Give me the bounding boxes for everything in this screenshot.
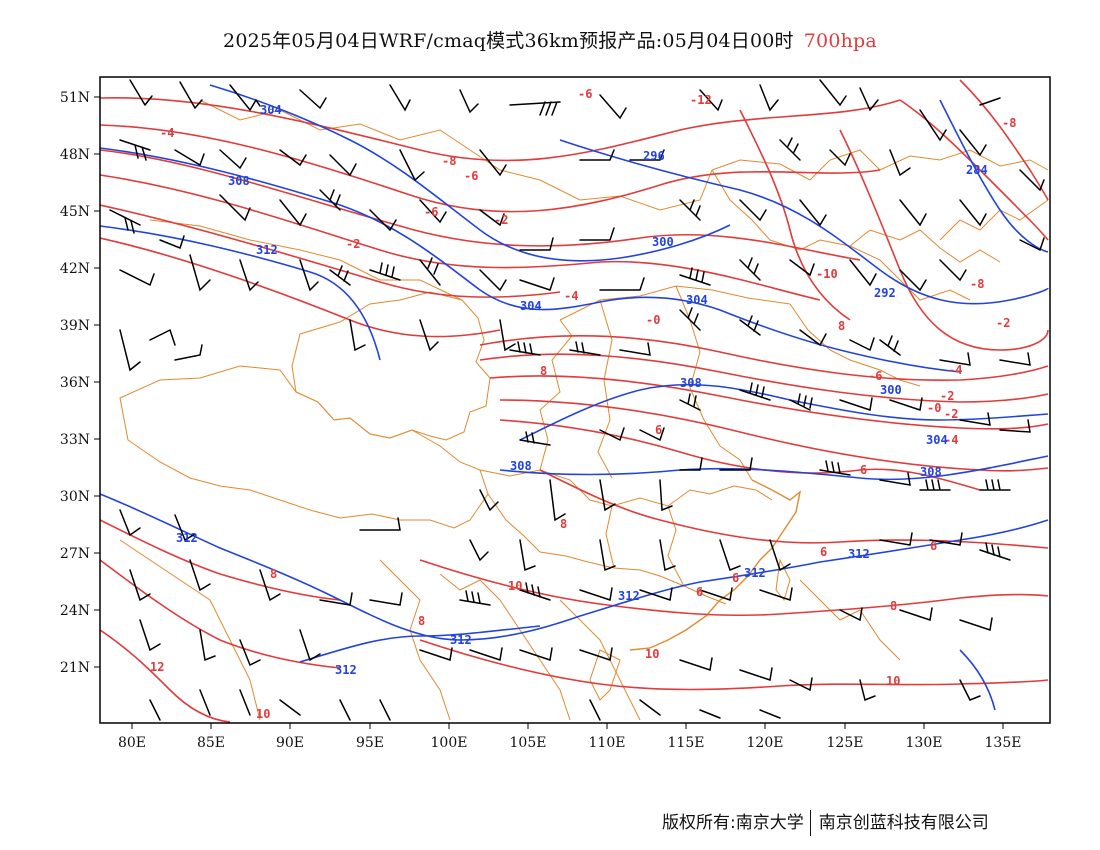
lon-label: 110E xyxy=(589,735,626,751)
temp-label: 10 xyxy=(256,707,270,721)
lon-label: 85E xyxy=(197,735,225,751)
temp-label: 6 xyxy=(732,571,739,585)
temp-label: -6 xyxy=(464,169,478,183)
temp-label: 8 xyxy=(890,599,897,613)
height-label: 300 xyxy=(880,383,902,397)
temp-label: -8 xyxy=(970,277,984,291)
temp-label: 6 xyxy=(930,539,937,553)
temp-label: 6 xyxy=(655,423,662,437)
temp-label: -8 xyxy=(442,154,456,168)
lon-label: 105E xyxy=(510,735,547,751)
height-label: 312 xyxy=(744,566,766,580)
temp-label: -0 xyxy=(646,313,660,327)
copyright-company: 南京创蓝科技有限公司 xyxy=(818,813,989,833)
height-label: 284 xyxy=(966,163,988,177)
longitude-axis xyxy=(131,723,1004,729)
map-title: 2025年05月04日WRF/cmaq模式36km预报产品:05月04日00时 7… xyxy=(0,26,1100,53)
temp-label: 8 xyxy=(418,614,425,628)
height-label: 312 xyxy=(848,547,870,561)
lon-label: 80E xyxy=(118,735,146,751)
temp-label: 8 xyxy=(838,319,845,333)
temp-label: -2 xyxy=(996,316,1010,330)
geopotential-labels: 304 308 312 296 300 304 284 292 304 308 … xyxy=(176,103,988,677)
lat-label: 51N xyxy=(60,90,90,106)
temp-label: 10 xyxy=(886,674,900,688)
latitude-labels: 51N 48N 45N 42N 39N 36N 33N 30N 27N 24N … xyxy=(60,90,90,676)
height-label: 308 xyxy=(680,376,702,390)
lat-label: 42N xyxy=(60,261,90,277)
height-label: 308 xyxy=(228,174,250,188)
temp-label: -8 xyxy=(1002,116,1016,130)
temperature-labels: -4 -8 -6 -6 -12 -8 -6 -2 -2 -10 -8 -2 -4… xyxy=(150,87,1016,721)
lat-label: 27N xyxy=(60,546,90,562)
lon-label: 120E xyxy=(747,735,784,751)
temp-label: -4 xyxy=(944,433,958,447)
latitude-axis xyxy=(94,96,100,668)
longitude-labels: 80E 85E 90E 95E 100E 105E 110E 115E 120E… xyxy=(118,735,1022,751)
lat-label: 45N xyxy=(60,204,90,220)
temp-label: -0 xyxy=(927,401,941,415)
height-label: 312 xyxy=(618,589,640,603)
height-label: 304 xyxy=(260,103,282,117)
lon-label: 95E xyxy=(356,735,384,751)
height-label: 300 xyxy=(652,235,674,249)
lon-label: 90E xyxy=(276,735,304,751)
temp-label: 6 xyxy=(820,545,827,559)
height-label: 292 xyxy=(874,286,896,300)
lat-label: 30N xyxy=(60,489,90,505)
temp-label: -6 xyxy=(578,87,592,101)
temp-label: -2 xyxy=(944,407,958,421)
height-label: 304 xyxy=(520,299,542,313)
temp-label: -4 xyxy=(564,289,578,303)
footer-divider xyxy=(809,810,811,836)
temp-label: 8 xyxy=(270,567,277,581)
temp-label: -12 xyxy=(690,93,712,107)
temp-label: -6 xyxy=(868,369,882,383)
temp-label: -2 xyxy=(494,213,508,227)
temp-label: 12 xyxy=(150,660,164,674)
map-frame xyxy=(99,76,1051,724)
height-label: 308 xyxy=(510,459,532,473)
lon-label: 130E xyxy=(906,735,943,751)
temp-label: 8 xyxy=(560,517,567,531)
lat-label: 24N xyxy=(60,603,90,619)
temp-label: 10 xyxy=(508,579,522,593)
height-label: 312 xyxy=(176,531,198,545)
height-label: 312 xyxy=(450,633,472,647)
temp-label: -10 xyxy=(816,267,838,281)
coastline xyxy=(629,479,802,651)
lon-label: 100E xyxy=(431,735,468,751)
temp-label: -6 xyxy=(424,205,438,219)
copyright-owner: 版权所有:南京大学 xyxy=(662,813,804,833)
geopotential-contours xyxy=(100,84,1049,711)
lat-label: 21N xyxy=(60,660,90,676)
lat-label: 48N xyxy=(60,147,90,163)
lat-label: 33N xyxy=(60,432,90,448)
height-label: 304 xyxy=(686,293,708,307)
height-label: 296 xyxy=(643,149,665,163)
lat-label: 39N xyxy=(60,318,90,334)
height-label: 308 xyxy=(920,465,942,479)
wind-barbs xyxy=(109,79,1045,721)
lon-label: 135E xyxy=(985,735,1022,751)
height-label: 312 xyxy=(256,243,278,257)
lon-label: 125E xyxy=(827,735,864,751)
temp-label: 6 xyxy=(696,585,703,599)
title-level: 700hpa xyxy=(803,30,877,52)
height-label: 304 xyxy=(926,433,948,447)
temp-label: 10 xyxy=(645,647,659,661)
temp-label: 6 xyxy=(860,463,867,477)
copyright-footer: 版权所有:南京大学 南京创蓝科技有限公司 xyxy=(662,808,989,836)
temp-label: 8 xyxy=(540,364,547,378)
temp-label: -2 xyxy=(346,237,360,251)
lon-label: 115E xyxy=(668,735,705,751)
lat-label: 36N xyxy=(60,375,90,391)
height-label: 312 xyxy=(335,663,357,677)
temp-label: -4 xyxy=(160,126,174,140)
temp-label: -4 xyxy=(948,363,962,377)
temp-label: -2 xyxy=(940,389,954,403)
title-main: 2025年05月04日WRF/cmaq模式36km预报产品:05月04日00时 xyxy=(223,30,794,52)
